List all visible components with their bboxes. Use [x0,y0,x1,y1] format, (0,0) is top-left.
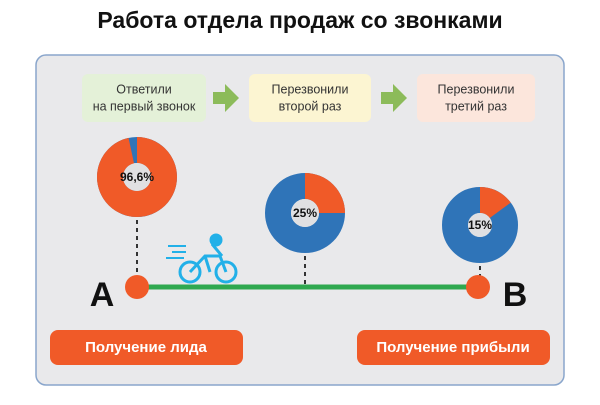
donut-hole [468,213,492,237]
donut-segment [97,137,177,217]
donut-label: 15% [468,218,492,232]
arrow [381,84,407,112]
point-a [125,275,149,299]
button-label: Получение прибыли [376,339,529,356]
steps: Ответили на первый звонок Перезвонили второ… [93,82,515,113]
donut-segment [304,173,345,214]
step-label: Ответили [116,82,171,96]
point-label: B [503,276,528,314]
step-box [249,74,371,122]
head [209,233,223,247]
point-b [466,275,490,299]
wheel [214,260,238,284]
button [357,330,550,365]
step-box [417,74,535,122]
cyclist-icon [166,233,238,284]
donut-label: 96,6% [120,170,154,184]
wheel [178,260,202,284]
donut-segment [478,187,511,219]
connectors [136,220,481,287]
title: Работа отдела продаж со звонками [97,7,502,33]
point-label: A [90,276,115,314]
step-label: Перезвонили [438,82,515,96]
button [50,330,243,365]
button-label: Получение лида [85,339,207,356]
donut-hole [291,199,319,227]
step-label: Перезвонили [272,82,349,96]
speed-lines [166,245,186,259]
step-box [82,74,206,122]
arrow [213,84,239,112]
step-label: третий раз [445,99,507,113]
donut-label: 25% [293,206,317,220]
donut-hole [123,163,151,191]
step-label: на первый звонок [93,99,196,113]
step-label: второй раз [279,99,342,113]
